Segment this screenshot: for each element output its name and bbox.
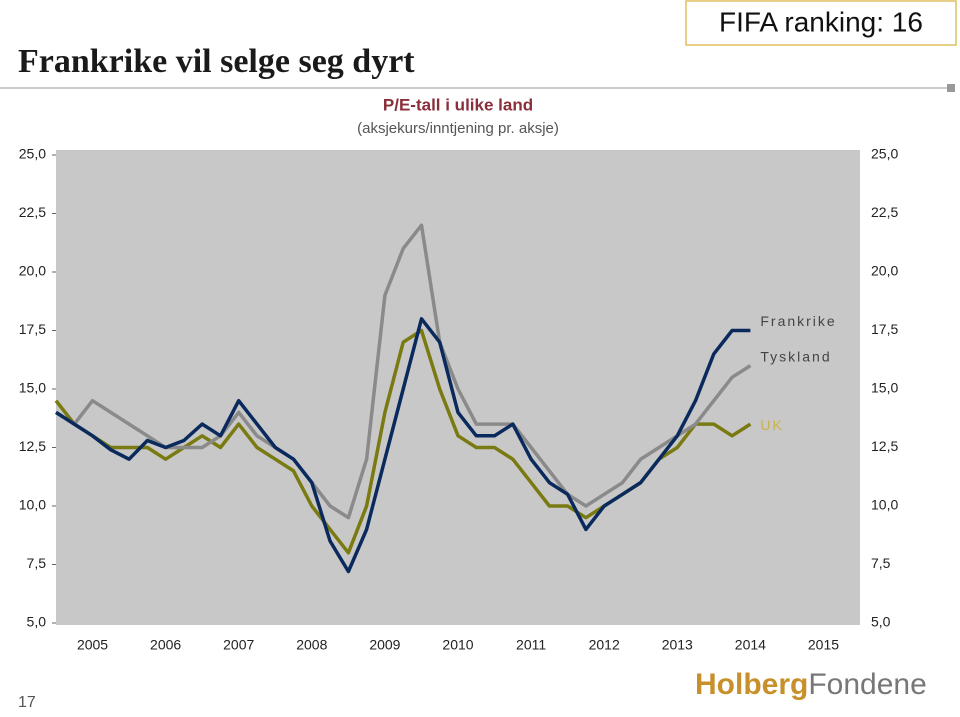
y2-tick-label: 12,5 — [871, 438, 898, 454]
page-number: 17 — [18, 694, 36, 711]
x-tick-label: 2011 — [516, 637, 546, 653]
y-tick-label: 20,0 — [19, 263, 46, 279]
series-label: UK — [760, 417, 783, 433]
x-tick-label: 2012 — [589, 637, 620, 653]
chart-title: P/E-tall i ulike land — [383, 95, 533, 114]
y2-tick-label: 7,5 — [871, 555, 891, 571]
slide-title: Frankrike vil selge seg dyrt — [18, 43, 415, 80]
x-tick-label: 2014 — [735, 637, 766, 653]
badge-box — [685, 0, 957, 46]
y-tick-label: 12,5 — [19, 438, 46, 454]
x-tick-label: 2010 — [442, 637, 473, 653]
x-tick-label: 2006 — [150, 637, 181, 653]
logo-part: Holberg — [695, 668, 808, 701]
badge: FIFA ranking: 16 — [719, 6, 923, 37]
y-tick-label: 15,0 — [19, 380, 46, 396]
chart-subtitle: (aksjekurs/inntjening pr. aksje) — [357, 120, 559, 137]
y2-tick-label: 17,5 — [871, 321, 898, 337]
y2-tick-label: 25,0 — [871, 146, 898, 162]
y-tick-label: 17,5 — [19, 321, 46, 337]
logo: HolbergFondene — [695, 668, 927, 701]
y2-tick-label: 10,0 — [871, 497, 898, 513]
x-tick-label: 2013 — [662, 637, 693, 653]
series-line — [55, 223, 752, 520]
x-tick-label: 2009 — [369, 637, 400, 653]
series-label: Tyskland — [760, 348, 831, 364]
y2-tick-label: 15,0 — [871, 380, 898, 396]
y-tick-label: 10,0 — [19, 497, 46, 513]
x-tick-label: 2015 — [808, 637, 839, 653]
y2-tick-label: 22,5 — [871, 204, 898, 220]
y-tick-label: 25,0 — [19, 146, 46, 162]
y-tick-label: 5,0 — [27, 614, 47, 630]
logo-part: Fondene — [808, 668, 926, 701]
y-tick-label: 7,5 — [27, 555, 47, 571]
y2-tick-label: 20,0 — [871, 263, 898, 279]
divider-end — [947, 84, 955, 92]
x-tick-label: 2005 — [77, 637, 108, 653]
x-tick-label: 2007 — [223, 637, 254, 653]
series-line — [55, 317, 751, 574]
y-tick-label: 22,5 — [19, 204, 46, 220]
series-label: Frankrike — [760, 313, 836, 329]
x-tick-label: 2008 — [296, 637, 327, 653]
y2-tick-label: 5,0 — [871, 614, 891, 630]
